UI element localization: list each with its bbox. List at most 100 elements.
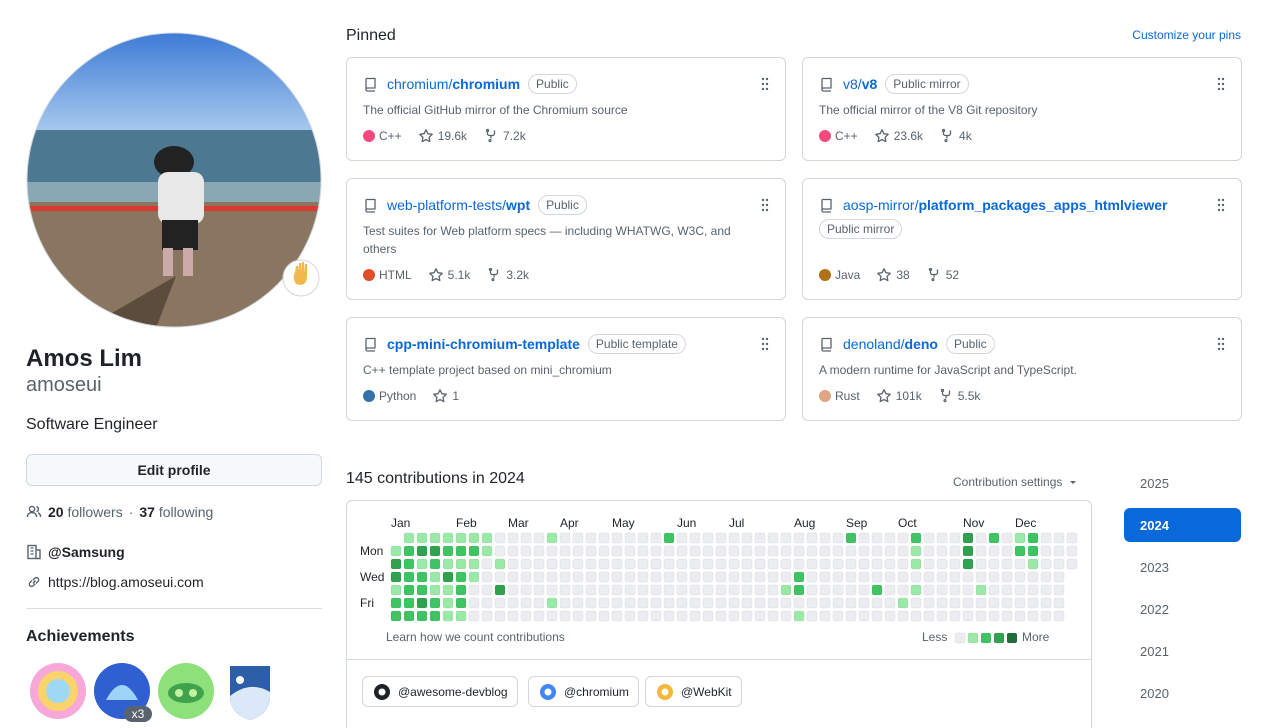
repo-stars[interactable]: 101k [876, 387, 922, 405]
repo-forks[interactable]: 5.5k [938, 387, 980, 405]
avatar[interactable] [26, 32, 322, 328]
repo-link[interactable]: chromium/chromium [387, 74, 520, 94]
edit-profile-button[interactable]: Edit profile [26, 454, 322, 486]
star-count: 101k [895, 389, 922, 403]
repo-forks[interactable]: 7.2k [483, 127, 526, 145]
repo-link[interactable]: web-platform-tests/wpt [387, 195, 530, 215]
repo-link[interactable]: denoland/deno [843, 334, 938, 354]
repo-name: cpp-mini-chromium-template [387, 336, 580, 352]
drag-dot [1221, 203, 1225, 207]
contributions-title: 145 contributions in 2024 [346, 470, 525, 487]
repo-meta: C++ 23.6k 4k [819, 119, 1201, 145]
star-icon-shape [877, 268, 892, 282]
drag-dot [1221, 337, 1225, 341]
drag-dot [765, 87, 769, 91]
repo-language: HTML [363, 266, 412, 284]
year-button[interactable]: 2022 [1140, 601, 1169, 617]
drag-dot [1217, 347, 1221, 351]
language-color [819, 130, 831, 142]
language-color [819, 390, 831, 402]
drag-dot [1221, 77, 1225, 81]
customize-pins-link[interactable]: Customize your pins [1132, 28, 1241, 42]
drag-handle [1217, 198, 1225, 212]
repo-stars[interactable]: 38 [876, 266, 910, 284]
repo-title-left: chromium/chromium [363, 74, 520, 94]
repo-owner: denoland/ [843, 336, 905, 352]
language-name: HTML [379, 268, 412, 282]
website-link[interactable]: https://blog.amoseui.com [48, 574, 204, 590]
organization-name: @awesome-devblog [398, 684, 508, 699]
repo-card: aosp-mirror/platform_packages_apps_htmlv… [802, 178, 1242, 300]
repo-forks[interactable]: 3.2k [486, 266, 529, 284]
repo-stars[interactable]: 1 [432, 387, 459, 405]
repo-icon-shape [821, 198, 832, 213]
repo-name: wpt [506, 197, 531, 213]
profile-bio: Software Engineer [26, 416, 158, 433]
repo-forks[interactable]: 52 [926, 266, 959, 284]
drag-dot [761, 337, 765, 341]
repo-forks[interactable]: 4k [939, 127, 972, 145]
contribution-settings[interactable]: Contribution settings [953, 475, 1078, 489]
repo-title-left: cpp-mini-chromium-template [363, 334, 580, 354]
repo-stars[interactable]: 23.6k [874, 127, 923, 145]
star-count: 38 [896, 268, 910, 282]
drag-dot [1217, 342, 1221, 346]
year-button[interactable]: 2021 [1140, 643, 1169, 659]
repo-card: web-platform-tests/wpt Public Test suites … [346, 178, 786, 300]
fork-icon-shape [928, 267, 938, 282]
organization-button[interactable]: @WebKit [645, 676, 742, 707]
organization-button[interactable]: @chromium [528, 676, 639, 707]
repo-stars[interactable]: 5.1k [428, 266, 470, 284]
year-button[interactable]: 2020 [1140, 685, 1169, 701]
pinned-grid: chromium/chromium Public The official GitH… [346, 57, 1242, 421]
fork-icon-shape [489, 267, 499, 282]
drag-handle [1217, 337, 1225, 351]
organization-name: @chromium [564, 684, 629, 699]
achievement-badge[interactable]: x3 [94, 663, 152, 722]
following-link[interactable]: 37 following [139, 504, 213, 520]
repo-icon [821, 198, 832, 213]
profile-username: amoseui [26, 374, 102, 396]
repo-title-left: v8/v8 [819, 74, 877, 94]
year-button[interactable]: 2023 [1140, 559, 1169, 575]
org-icon [27, 544, 41, 560]
drag-dot [765, 208, 769, 212]
repo-title-left: web-platform-tests/wpt [363, 195, 530, 215]
profile-name: Amos Lim [26, 345, 143, 372]
repo-link[interactable]: cpp-mini-chromium-template [387, 334, 580, 354]
achievement-badge[interactable] [30, 663, 86, 719]
repo-icon [821, 337, 832, 352]
year-button[interactable]: 2024 [1124, 508, 1241, 542]
repo-description: The official GitHub mirror of the Chromi… [363, 103, 628, 117]
achievement-badge[interactable] [230, 666, 270, 720]
company: @Samsung [26, 544, 125, 560]
language-name: C++ [835, 129, 858, 143]
fork-icon [928, 267, 938, 282]
visibility-label: Public template [587, 334, 686, 354]
repo-description: A modern runtime for JavaScript and Type… [819, 363, 1077, 377]
repo-icon [365, 337, 376, 352]
visibility-label: Public mirror [819, 219, 903, 239]
repo-card: chromium/chromium Public The official GitH… [346, 57, 786, 161]
achievement-badge[interactable] [158, 663, 214, 719]
learn-link[interactable]: Learn how we count contributions [386, 630, 565, 644]
drag-dot [765, 77, 769, 81]
drag-dot [1217, 337, 1221, 341]
organization-button[interactable]: @awesome-devblog [362, 676, 518, 707]
caret [1070, 481, 1077, 484]
year-button[interactable]: 2025 [1140, 475, 1169, 491]
repo-link[interactable]: v8/v8 [843, 74, 877, 94]
settings-label: Contribution settings [953, 475, 1063, 489]
star-icon [418, 129, 433, 143]
legend-more: More [1022, 630, 1050, 644]
repo-stars[interactable]: 19.6k [418, 127, 467, 145]
repo-language: Java [819, 266, 860, 284]
repo-language: Python [363, 387, 416, 405]
divider [347, 659, 1091, 660]
fork-icon [489, 267, 499, 282]
drag-dot [1217, 208, 1221, 212]
followers-link[interactable]: 20 followers [48, 504, 123, 520]
repo-language: C++ [363, 127, 402, 145]
repo-link[interactable]: aosp-mirror/platform_packages_apps_htmlv… [843, 195, 1167, 215]
